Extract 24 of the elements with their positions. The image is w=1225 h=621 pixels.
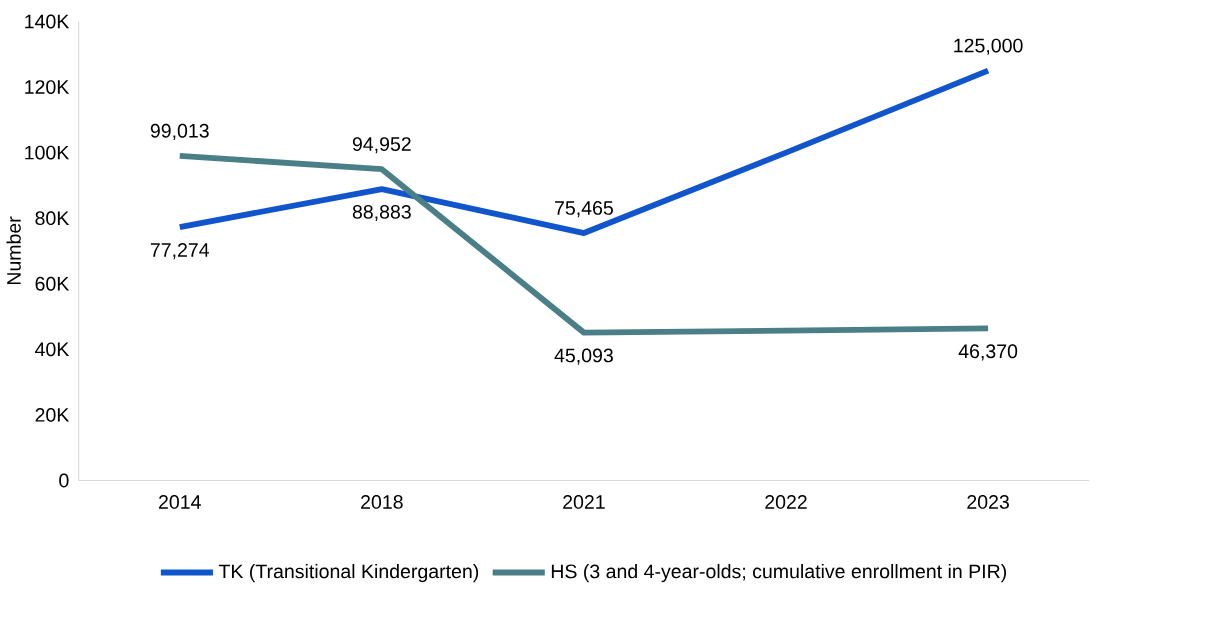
data-label: 99,013	[150, 123, 209, 140]
y-tick-label: 20K	[35, 407, 70, 422]
legend-label: HS (3 and 4-year-olds; cumulative enrollment in PIR)	[551, 563, 1007, 583]
y-tick-label: 120K	[25, 80, 70, 94]
y-tick-label: 60K	[35, 276, 70, 291]
data-label: 88,883	[352, 204, 411, 222]
data-label: 94,952	[352, 137, 411, 154]
x-tick-label: 2021	[563, 495, 605, 509]
y-tick-label: 140K	[25, 14, 70, 29]
data-label: 75,465	[555, 200, 613, 218]
y-tick-label: 80K	[35, 211, 70, 226]
y-tick-label: 0	[59, 473, 69, 488]
x-tick-label: 2023	[967, 495, 1009, 509]
y-tick-label: 40K	[35, 342, 70, 357]
x-tick-label: 2014	[159, 495, 201, 509]
x-tick-label: 2018	[361, 495, 403, 509]
data-label: 45,093	[554, 348, 613, 365]
data-label: 46,370	[958, 344, 1018, 361]
legend-label: TK (Transitional Kindergarten)	[218, 563, 479, 583]
y-tick-label: 100K	[25, 145, 70, 160]
data-label: 125,000	[954, 38, 1023, 55]
data-label: 77,274	[150, 242, 210, 260]
y-axis-title: Number	[6, 216, 21, 285]
x-tick-label: 2022	[765, 495, 807, 509]
